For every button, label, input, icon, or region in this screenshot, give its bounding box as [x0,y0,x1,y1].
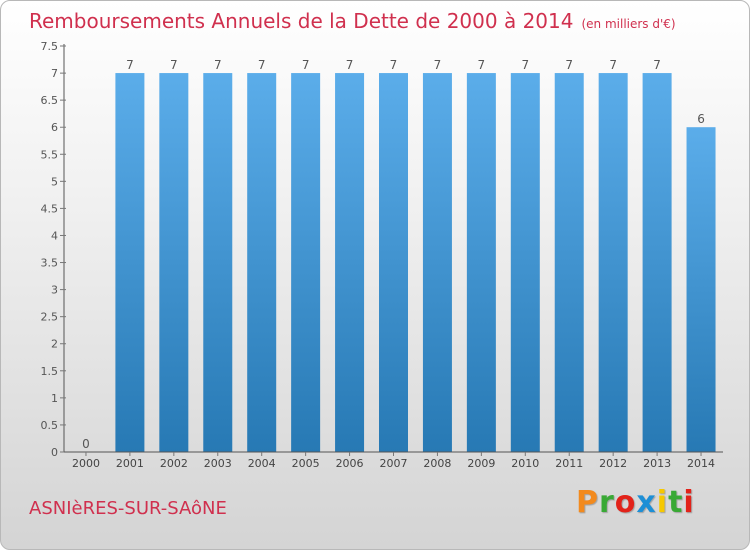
x-tick-label: 2007 [380,457,408,470]
x-tick-label: 2005 [292,457,320,470]
y-tick-label: 3.5 [41,257,59,270]
data-label: 7 [214,58,222,72]
chart-title: Remboursements Annuels de la Dette de 20… [29,9,676,33]
data-label: 0 [82,437,90,451]
x-tick-label: 2008 [423,457,451,470]
x-tick-label: 2000 [72,457,100,470]
y-tick-label: 5 [51,175,58,188]
x-tick-label: 2010 [511,457,539,470]
data-label: 7 [609,58,617,72]
logo-letter: i [656,485,669,520]
bar [598,73,628,453]
commune-name: ASNIèRES-SUR-SAôNE [29,498,227,519]
bar [466,73,496,453]
data-label: 7 [390,58,398,72]
logo-letter: x [636,485,657,520]
data-label: 7 [521,58,529,72]
x-tick-label: 2006 [336,457,364,470]
data-label: 7 [170,58,178,72]
x-tick-label: 2011 [555,457,583,470]
x-tick-label: 2004 [248,457,276,470]
logo-letter: P [576,485,599,520]
logo-letter: o [614,485,637,520]
bar [159,73,189,453]
bar [554,73,584,453]
data-label: 7 [346,58,354,72]
y-tick-label: 6 [51,121,58,134]
bar [247,73,277,453]
y-tick-label: 2 [51,338,58,351]
y-tick-label: 1.5 [41,365,59,378]
x-tick-label: 2002 [160,457,188,470]
y-tick-label: 6.5 [41,94,59,107]
logo-letter: t [668,485,684,520]
proxiti-logo[interactable]: Proxiti [576,485,695,520]
y-tick-label: 1 [51,392,58,405]
y-tick-label: 4 [51,229,58,242]
data-label: 7 [258,58,266,72]
data-label: 7 [565,58,573,72]
data-label: 7 [653,58,661,72]
data-label: 7 [302,58,310,72]
y-tick-label: 7.5 [41,40,59,53]
x-tick-label: 2003 [204,457,232,470]
data-label: 7 [126,58,134,72]
bar [379,73,408,453]
x-tick-label: 2014 [687,457,715,470]
bar [203,73,233,453]
bar [642,73,672,453]
y-tick-label: 0 [51,446,58,459]
bar [686,127,716,452]
x-tick-label: 2009 [467,457,495,470]
x-tick-label: 2012 [599,457,627,470]
data-label: 7 [478,58,486,72]
bar [115,73,145,453]
x-tick-label: 2001 [116,457,144,470]
y-tick-label: 0.5 [41,419,59,432]
y-tick-label: 3 [51,284,58,297]
y-tick-label: 4.5 [41,202,59,215]
y-tick-label: 5.5 [41,148,59,161]
data-label: 7 [434,58,442,72]
logo-letter: i [683,485,695,520]
data-label: 6 [697,112,705,126]
bar [422,73,452,453]
logo-letter: r [599,485,615,520]
bar [335,73,365,453]
x-tick-label: 2013 [643,457,671,470]
bar [510,73,540,453]
y-tick-label: 2.5 [41,311,59,324]
y-tick-label: 7 [51,67,58,80]
bar [291,73,321,453]
chart-unit: (en milliers d'€) [581,17,676,31]
